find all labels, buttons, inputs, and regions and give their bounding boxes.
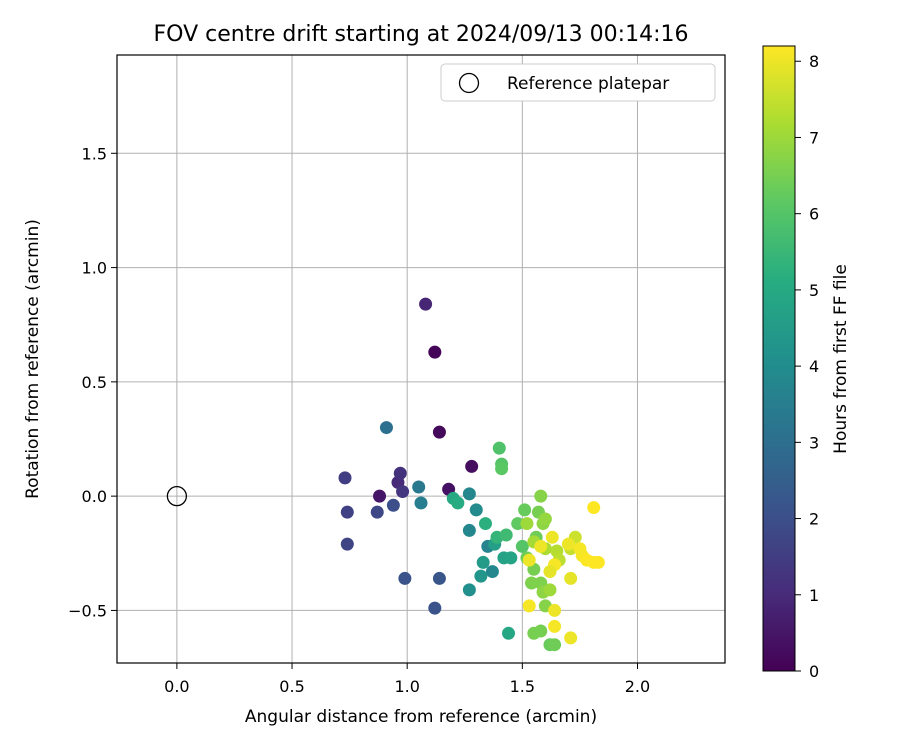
colorbar-label: Hours from first FF file — [831, 264, 851, 454]
data-point — [591, 555, 605, 569]
data-point — [522, 553, 536, 567]
data-point — [534, 489, 548, 503]
data-point — [465, 459, 479, 473]
y-tick-label: 1.5 — [82, 144, 107, 163]
colorbar-tick-label: 1 — [809, 586, 819, 605]
legend-entry-reference: Reference platepar — [507, 74, 669, 94]
x-tick-label: 1.5 — [510, 677, 535, 696]
data-points — [338, 297, 605, 652]
data-point — [412, 480, 426, 494]
x-tick-label: 0.5 — [279, 677, 304, 696]
data-point — [451, 496, 465, 510]
data-point — [561, 537, 575, 551]
data-point — [476, 555, 490, 569]
data-point — [527, 626, 541, 640]
data-point — [432, 571, 446, 585]
data-point — [396, 485, 410, 499]
x-axis-label: Angular distance from reference (arcmin) — [245, 707, 597, 727]
data-point — [398, 571, 412, 585]
data-point — [462, 523, 476, 537]
data-point — [515, 539, 529, 553]
colorbar-ticks: 0 1 2 3 4 5 6 7 8 — [795, 52, 819, 681]
y-axis-label: Rotation from reference (arcmin) — [23, 219, 43, 499]
legend-marker-reference — [458, 72, 480, 94]
colorbar-tick-label: 8 — [809, 52, 819, 71]
colorbar-tick-label: 5 — [809, 281, 819, 300]
data-point — [393, 466, 407, 480]
chart-title: FOV centre drift starting at 2024/09/13 … — [154, 22, 689, 47]
colorbar-tick-label: 7 — [809, 128, 819, 147]
data-point — [414, 496, 428, 510]
data-point — [474, 569, 488, 583]
colorbar: 0 1 2 3 4 5 6 7 8 Hours from first FF file — [762, 45, 851, 681]
colorbar-tick-label: 6 — [809, 205, 819, 224]
data-point — [525, 576, 539, 590]
data-point — [462, 583, 476, 597]
data-point — [428, 345, 442, 359]
data-point — [373, 489, 387, 503]
data-point — [469, 503, 483, 517]
data-point — [370, 505, 384, 519]
data-point — [587, 501, 601, 515]
y-tick-label: −0.5 — [68, 601, 107, 620]
x-tick-label: 1.0 — [394, 677, 419, 696]
data-point — [502, 626, 516, 640]
y-axis-ticks: −0.5 0.0 0.5 1.0 1.5 — [68, 144, 117, 620]
data-point — [548, 603, 562, 617]
colorbar-tick-label: 0 — [809, 662, 819, 681]
data-point — [522, 599, 536, 613]
data-point — [518, 503, 532, 517]
data-point — [379, 421, 393, 435]
data-point — [548, 638, 562, 652]
y-tick-label: 1.0 — [82, 259, 107, 278]
data-point — [495, 462, 509, 476]
data-point — [340, 537, 354, 551]
colorbar-gradient — [763, 46, 795, 671]
colorbar-tick-label: 3 — [809, 433, 819, 452]
x-tick-label: 0.0 — [164, 677, 189, 696]
reference-platepar-point — [166, 485, 188, 507]
data-point — [538, 512, 552, 526]
data-point — [511, 517, 525, 531]
colorbar-tick-label: 4 — [809, 357, 819, 376]
x-tick-label: 2.0 — [625, 677, 650, 696]
colorbar-frame — [762, 45, 796, 672]
data-point — [564, 571, 578, 585]
legend: Reference platepar — [440, 63, 716, 102]
data-point — [485, 565, 499, 579]
data-point — [432, 425, 446, 439]
legend-box — [440, 63, 716, 102]
grid-lines — [117, 55, 725, 663]
data-point — [534, 539, 548, 553]
data-point — [386, 498, 400, 512]
data-point — [548, 619, 562, 633]
data-point — [545, 530, 559, 544]
data-point — [499, 528, 513, 542]
data-point — [564, 631, 578, 645]
data-point — [428, 601, 442, 615]
colorbar-tick-label: 2 — [809, 510, 819, 529]
data-point — [419, 297, 433, 311]
y-tick-label: 0.0 — [82, 487, 107, 506]
data-point — [543, 565, 557, 579]
data-point — [340, 505, 354, 519]
data-point — [478, 517, 492, 531]
y-tick-label: 0.5 — [82, 373, 107, 392]
data-point — [504, 551, 518, 565]
data-point — [492, 441, 506, 455]
data-point — [338, 471, 352, 485]
data-point — [543, 583, 557, 597]
data-point — [520, 517, 534, 531]
data-point — [462, 487, 476, 501]
x-axis-ticks: 0.0 0.5 1.0 1.5 2.0 — [164, 663, 650, 696]
plot-frame — [116, 54, 726, 664]
